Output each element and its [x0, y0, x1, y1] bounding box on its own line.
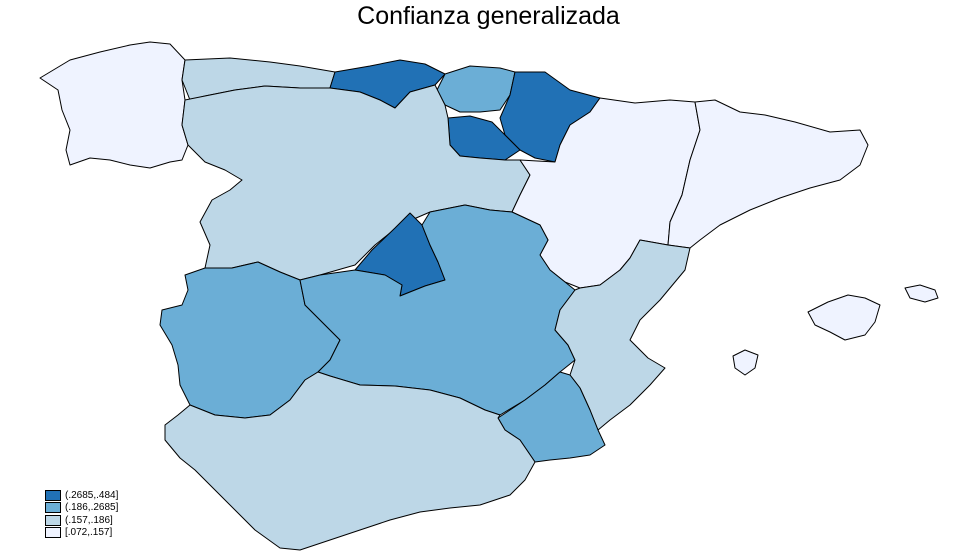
legend-swatch [45, 527, 61, 539]
region-cataluna[interactable] [667, 99, 869, 249]
region-paisvasco[interactable] [436, 65, 516, 113]
legend-swatch [45, 502, 61, 514]
legend-label: (.157,.186] [65, 514, 113, 526]
map-title: Confianza generalizada [357, 2, 620, 30]
legend-row: (.2685,.484] [45, 489, 118, 502]
legend-swatch [45, 514, 61, 526]
region-galicia[interactable] [39, 41, 189, 169]
legend-row: [.072,.157] [45, 527, 118, 540]
legend-row: (.157,.186] [45, 514, 118, 527]
legend-label: (.2685,.484] [65, 489, 119, 501]
region-murcia[interactable] [497, 371, 606, 463]
legend-label: [.072,.157] [65, 527, 113, 539]
legend-row: (.186,.2685] [45, 502, 118, 515]
map-legend: (.2685,.484] (.186,.2685] (.157,.186] [.… [45, 489, 118, 539]
region-baleares-ibiza[interactable] [732, 349, 759, 376]
region-baleares-menorca[interactable] [904, 284, 939, 303]
region-baleares-mallorca[interactable] [807, 294, 881, 341]
legend-swatch [45, 489, 61, 501]
region-andalucia[interactable] [164, 371, 536, 551]
legend-label: (.186,.2685] [65, 502, 119, 514]
